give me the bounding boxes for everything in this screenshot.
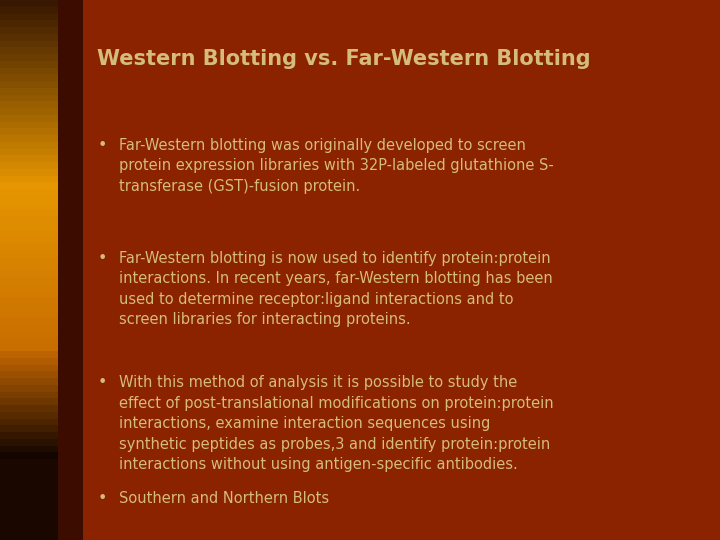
Bar bbox=[0, 480, 58, 486]
Bar bbox=[0, 330, 58, 338]
Bar bbox=[0, 183, 58, 189]
Bar bbox=[0, 216, 58, 222]
Bar bbox=[0, 438, 58, 445]
Bar bbox=[0, 384, 58, 391]
Bar bbox=[0, 263, 58, 270]
Bar bbox=[0, 486, 58, 492]
Bar bbox=[0, 222, 58, 230]
Bar bbox=[0, 202, 58, 209]
Text: Southern and Northern Blots: Southern and Northern Blots bbox=[119, 491, 329, 507]
Text: •: • bbox=[97, 491, 107, 507]
Bar bbox=[0, 0, 58, 6]
Bar bbox=[0, 317, 58, 324]
FancyBboxPatch shape bbox=[58, 0, 83, 540]
Bar bbox=[0, 270, 58, 276]
Bar bbox=[0, 453, 58, 459]
Bar bbox=[0, 243, 58, 249]
Bar bbox=[0, 459, 58, 465]
Bar bbox=[0, 534, 58, 540]
Bar bbox=[0, 364, 58, 372]
Text: •: • bbox=[97, 138, 107, 153]
Bar bbox=[0, 411, 58, 418]
Bar bbox=[0, 372, 58, 378]
Bar bbox=[0, 256, 58, 263]
Bar bbox=[0, 6, 58, 14]
Bar bbox=[0, 284, 58, 291]
Bar bbox=[0, 47, 58, 54]
Text: Far-Western blotting was originally developed to screen
protein expression libra: Far-Western blotting was originally deve… bbox=[119, 138, 554, 193]
Bar bbox=[0, 297, 58, 303]
Bar bbox=[0, 189, 58, 195]
Text: Far-Western blotting is now used to identify protein:protein
interactions. In re: Far-Western blotting is now used to iden… bbox=[119, 251, 552, 327]
Bar bbox=[0, 176, 58, 183]
Bar bbox=[0, 108, 58, 115]
Bar bbox=[0, 148, 58, 156]
Bar bbox=[0, 135, 58, 141]
Bar bbox=[0, 418, 58, 426]
Bar bbox=[0, 68, 58, 74]
Bar bbox=[0, 324, 58, 330]
Bar bbox=[0, 195, 58, 202]
Bar bbox=[0, 81, 58, 87]
Text: With this method of analysis it is possible to study the
effect of post-translat: With this method of analysis it is possi… bbox=[119, 375, 554, 472]
Bar bbox=[0, 33, 58, 40]
Bar bbox=[0, 20, 58, 27]
Bar bbox=[0, 40, 58, 47]
Bar bbox=[0, 465, 58, 472]
Bar bbox=[0, 276, 58, 284]
Bar bbox=[0, 303, 58, 310]
Bar bbox=[0, 513, 58, 519]
Bar bbox=[0, 162, 58, 168]
Bar bbox=[0, 432, 58, 438]
Bar bbox=[0, 500, 58, 507]
Bar bbox=[0, 14, 58, 20]
Bar bbox=[0, 526, 58, 534]
Bar bbox=[0, 115, 58, 122]
Bar bbox=[0, 249, 58, 256]
Bar bbox=[0, 426, 58, 432]
Bar bbox=[0, 507, 58, 513]
Bar bbox=[0, 310, 58, 317]
Bar bbox=[0, 472, 58, 480]
Bar bbox=[0, 141, 58, 149]
Bar bbox=[0, 102, 58, 108]
Bar bbox=[0, 168, 58, 176]
FancyBboxPatch shape bbox=[0, 0, 83, 540]
Bar bbox=[0, 351, 58, 357]
Bar bbox=[0, 74, 58, 81]
Bar bbox=[0, 446, 58, 453]
Bar bbox=[0, 338, 58, 345]
Bar bbox=[0, 128, 58, 135]
Bar bbox=[0, 519, 58, 526]
Bar bbox=[0, 230, 58, 237]
Bar bbox=[0, 492, 58, 500]
Bar bbox=[0, 27, 58, 33]
Text: Western Blotting vs. Far-Western Blotting: Western Blotting vs. Far-Western Blottin… bbox=[97, 49, 591, 69]
Text: •: • bbox=[97, 375, 107, 390]
Bar bbox=[0, 156, 58, 162]
Bar bbox=[0, 209, 58, 216]
Bar bbox=[0, 345, 58, 351]
Bar bbox=[0, 291, 58, 297]
Bar bbox=[0, 357, 58, 364]
Bar bbox=[0, 94, 58, 102]
Bar bbox=[0, 54, 58, 60]
Bar bbox=[0, 405, 58, 411]
Bar bbox=[0, 60, 58, 68]
Bar bbox=[0, 237, 58, 243]
Bar bbox=[0, 122, 58, 128]
Bar bbox=[0, 87, 58, 94]
Bar bbox=[0, 399, 58, 405]
Text: •: • bbox=[97, 251, 107, 266]
Bar bbox=[0, 392, 58, 399]
Bar bbox=[0, 378, 58, 384]
